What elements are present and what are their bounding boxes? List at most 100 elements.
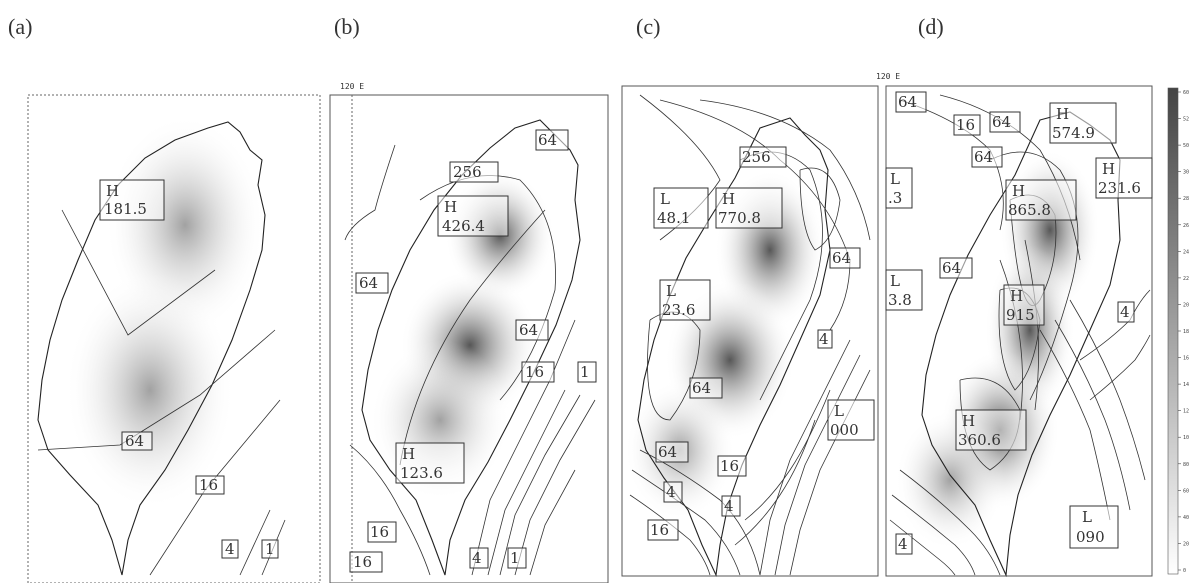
label-c-c3: 64 [692,379,711,397]
label-d-v2: 865.8 [1008,201,1051,219]
label-a-c4: 1 [265,540,275,558]
label-b-v1: 426.4 [442,217,485,235]
label-d-v5: 360.6 [958,431,1001,449]
lon-label-d: 120 E [876,72,901,81]
label-d-h3: H [1102,160,1115,178]
label-d-v1: 574.9 [1052,124,1095,142]
panel-letter-c: (c) [636,14,661,39]
label-d-v3: 231.6 [1098,179,1141,197]
colorbar-tick-label: 22 [1183,276,1189,282]
colorbar-tick-label: 18 [1183,329,1189,335]
panel-d-frame [885,85,1153,577]
label-a-c1: 64 [125,432,144,450]
label-c-lv3: 000 [830,421,859,439]
panel-letter-b: (b) [334,14,360,39]
label-box-d-l1 [885,167,913,209]
label-c-c5: 16 [720,457,739,475]
colorbar-tick-label: 14 [1183,382,1189,388]
label-d-h4: H [1010,287,1023,305]
shade-a2 [65,270,235,510]
panel-a: H 181.5 64 16 4 1 [27,94,321,583]
label-d-lv3: 090 [1076,528,1105,546]
label-a-h: H [106,182,119,200]
label-b-c3: 64 [359,274,378,292]
label-b-c9: 4 [472,549,482,567]
label-b-h1: H [444,198,457,216]
label-box-d-h1 [1049,102,1117,144]
label-b-c5: 16 [525,363,544,381]
label-d-l3: L [1082,508,1092,526]
colorbar-tick-label: 20 [1183,302,1189,308]
label-c-l3: L [834,402,844,420]
panel-letter-d: (d) [918,14,944,39]
label-box-c-l1 [653,187,709,229]
panel-d: 64 16 64 H 574.9 64 H 865.8 H 231.6 L .3… [885,85,1153,578]
label-box-c-l3 [827,399,875,441]
label-d-c4: 64 [942,259,961,277]
label-b-c6: 1 [580,363,590,381]
label-c-c2: 64 [832,249,851,267]
label-d-l2: L [890,272,900,290]
label-c-lv2: 23.6 [662,301,695,319]
colorbar-tick-label: 16 [1183,356,1189,362]
label-box-d-h4 [1003,284,1045,326]
label-d-lv1: .3 [888,189,902,207]
colorbar-tick-label: 0 [1183,568,1186,574]
colorbar-tick-label: 10 [1183,435,1189,441]
panel-b: 256 H 426.4 64 64 64 16 1 H 123.6 16 16 … [329,94,609,583]
label-box-d-l2 [885,269,923,311]
panel-c: L 48.1 256 H 770.8 64 L 23.6 64 L 000 64… [621,85,879,577]
label-b-c1: 256 [453,163,482,181]
contour-a1 [61,209,216,336]
label-a-value: 181.5 [104,200,147,218]
label-b-v2: 123.6 [400,464,443,482]
label-b-c8: 16 [353,553,372,571]
label-d-h5: H [962,412,975,430]
label-box-d-h5 [955,409,1027,451]
colorbar-tick-label: 60 [1183,90,1189,96]
colorbar-ramp [1167,87,1179,575]
label-box-b-h2 [395,442,465,484]
label-c-l2: L [666,282,676,300]
label-d-c1: 16 [956,116,975,134]
label-box-b-h1 [437,195,509,237]
label-d-lv2: 3.8 [888,291,912,309]
label-a-c3: 4 [225,540,235,558]
label-b-h2: H [402,445,415,463]
colorbar: 60 52 50 30 28 26 24 22 20 18 16 14 12 10 80 60 40 20 0 [1167,87,1189,575]
colorbar-tick-label: 50 [1183,143,1189,149]
panel-letter-a: (a) [8,14,33,39]
label-a-c2: 16 [199,476,218,494]
coastline-b [361,119,581,576]
label-c-v1: 770.8 [718,209,761,227]
label-c-h1: H [722,190,735,208]
label-b-c10: 1 [510,549,520,567]
colorbar-tick-label: 30 [1183,170,1189,176]
label-c-c4: 64 [658,443,677,461]
panel-a-frame [27,94,321,583]
colorbar-tick-label: 80 [1183,462,1189,468]
label-d-c2: 64 [992,113,1011,131]
label-d-c3: 64 [974,148,993,166]
label-b-c7: 16 [370,523,389,541]
label-c-l1: L [660,190,670,208]
colorbar-tick-label: 52 [1183,117,1189,123]
label-b-c2: 64 [538,131,557,149]
colorbar-tick-label: 60 [1183,488,1189,494]
label-c-c9: 4 [819,330,829,348]
label-d-c6: 4 [898,535,908,553]
label-box-d-h2 [1005,179,1077,221]
label-c-c1: 256 [742,148,771,166]
label-d-c0: 64 [898,93,917,111]
label-c-c8: 4 [724,497,734,515]
label-box-d-h3 [1095,157,1153,199]
colorbar-tick-label: 28 [1183,196,1189,202]
label-d-c5: 4 [1120,303,1130,321]
colorbar-tick-label: 12 [1183,409,1189,415]
label-d-h1: H [1056,105,1069,123]
label-c-c7: 16 [650,521,669,539]
label-box-c-l2 [659,279,711,321]
contour-a4 [239,509,271,576]
label-box-a-h [99,179,165,221]
